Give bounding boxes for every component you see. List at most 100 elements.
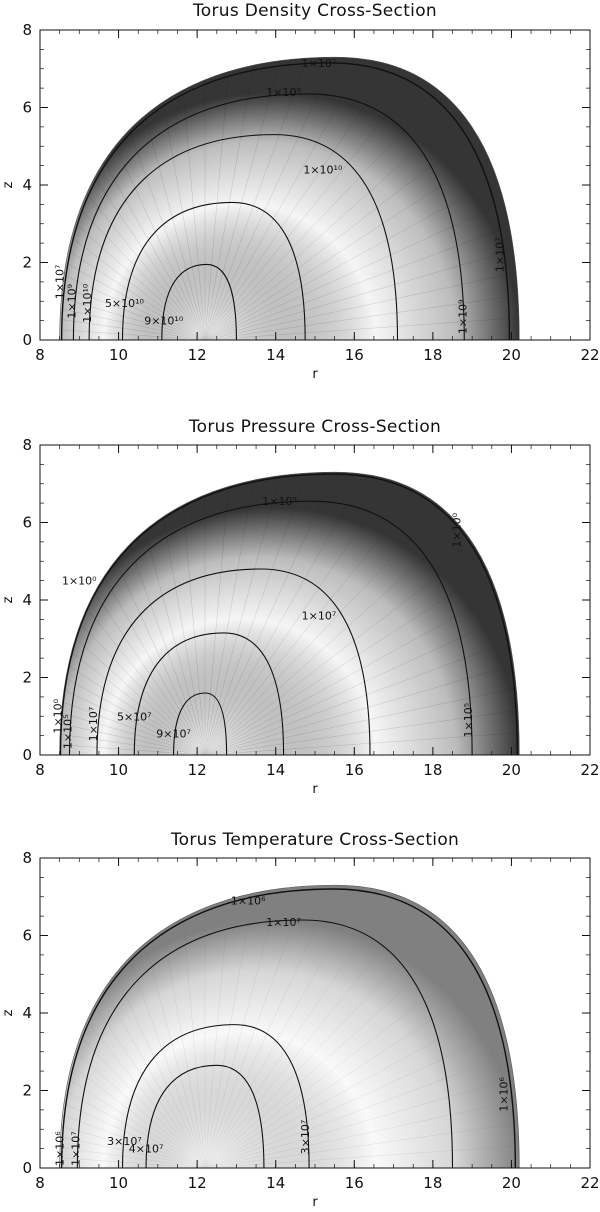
x-tick-label: 10 xyxy=(109,346,128,364)
x-axis-label: r xyxy=(312,367,318,382)
y-tick-label: 8 xyxy=(22,436,32,454)
shading-lines xyxy=(59,472,520,755)
contour-label: 3×10⁷ xyxy=(299,1120,312,1155)
y-tick-label: 0 xyxy=(22,1159,32,1177)
contour-label: 1×10⁵ xyxy=(262,495,297,508)
contour-line xyxy=(96,568,371,756)
chart-panel-2: Torus Temperature Cross-Section1×10⁶1×10… xyxy=(1,830,600,1210)
y-tick-label: 2 xyxy=(22,1082,32,1100)
contour-label: 5×10⁷ xyxy=(117,710,152,723)
y-tick-label: 4 xyxy=(22,176,32,194)
x-tick-label: 10 xyxy=(109,761,128,779)
x-tick-label: 14 xyxy=(266,346,285,364)
x-tick-label: 14 xyxy=(266,1174,285,1192)
x-tick-label: 18 xyxy=(423,761,442,779)
y-tick-label: 4 xyxy=(22,591,32,609)
contour-label: 1×10⁰ xyxy=(52,698,65,733)
contour-label: 9×10¹⁰ xyxy=(144,315,184,328)
x-tick-label: 12 xyxy=(188,346,207,364)
contour-label: 1×10⁷ xyxy=(87,707,100,742)
chart-panel-1: Torus Pressure Cross-Section1×10⁰1×10⁵1×… xyxy=(1,417,600,797)
contour-line xyxy=(133,632,285,756)
x-tick-label: 18 xyxy=(423,346,442,364)
torus-shaded-region xyxy=(59,56,520,341)
y-axis-label: z xyxy=(1,1009,16,1016)
y-tick-label: 0 xyxy=(22,331,32,349)
contour-label: 1×10⁷ xyxy=(494,237,507,272)
contour-label: 1×10⁷ xyxy=(266,916,301,929)
contour-label: 9×10⁷ xyxy=(156,728,191,741)
x-tick-label: 8 xyxy=(35,346,45,364)
x-tick-label: 18 xyxy=(423,1174,442,1192)
contour-label: 1×10⁶ xyxy=(54,1131,67,1166)
contour-line xyxy=(68,500,473,756)
contour-label: 1×10⁵ xyxy=(462,703,475,738)
contour-line xyxy=(59,473,519,756)
contour-line xyxy=(60,62,511,341)
contour-line xyxy=(173,692,228,756)
chart-title: Torus Temperature Cross-Section xyxy=(170,830,459,850)
x-tick-label: 20 xyxy=(502,346,521,364)
y-axis-label: z xyxy=(1,181,16,188)
contour-line xyxy=(145,1064,265,1169)
contour-label: 1×10⁷ xyxy=(54,265,67,300)
shading-lines xyxy=(59,885,520,1168)
x-tick-label: 16 xyxy=(345,346,364,364)
x-tick-label: 12 xyxy=(188,761,207,779)
y-axis-label: z xyxy=(1,596,16,603)
contour-label: 3×10⁷ xyxy=(107,1135,142,1148)
x-tick-label: 10 xyxy=(109,1174,128,1192)
torus-shaded-region xyxy=(59,471,520,756)
contour-label: 1×10⁰ xyxy=(450,512,463,547)
contour-label: 1×10⁹ xyxy=(456,299,469,334)
y-tick-label: 8 xyxy=(22,849,32,867)
x-axis-label: r xyxy=(312,782,318,797)
contour-line xyxy=(161,263,237,341)
x-tick-label: 16 xyxy=(345,1174,364,1192)
contour-line xyxy=(121,1024,310,1169)
contour-label: 1×10⁹ xyxy=(65,284,78,319)
y-tick-label: 6 xyxy=(22,99,32,117)
x-tick-label: 14 xyxy=(266,761,285,779)
x-tick-label: 8 xyxy=(35,761,45,779)
chart-title: Torus Pressure Cross-Section xyxy=(188,417,441,437)
contour-label: 1×10⁵ xyxy=(61,714,74,749)
contour-line xyxy=(60,888,517,1169)
contour-label: 1×10¹⁰ xyxy=(303,164,343,177)
contour-label: 1×10⁷ xyxy=(302,57,337,70)
contour-label: 4×10⁷ xyxy=(129,1143,164,1156)
y-tick-label: 4 xyxy=(22,1004,32,1022)
x-tick-label: 22 xyxy=(580,346,599,364)
y-tick-label: 6 xyxy=(22,514,32,532)
contour-line xyxy=(76,919,454,1169)
contour-line xyxy=(88,134,399,341)
contour-label: 1×10¹⁰ xyxy=(81,283,94,323)
torus-shaded-region xyxy=(59,884,520,1169)
contour-line xyxy=(121,201,306,341)
contour-label: 1×10⁶ xyxy=(498,1076,511,1111)
y-tick-label: 2 xyxy=(22,254,32,272)
contour-label: 1×10⁷ xyxy=(69,1131,82,1166)
x-tick-label: 20 xyxy=(502,1174,521,1192)
x-tick-label: 22 xyxy=(580,1174,599,1192)
contour-label: 1×10⁰ xyxy=(62,575,97,588)
y-tick-label: 6 xyxy=(22,927,32,945)
y-tick-label: 8 xyxy=(22,21,32,39)
contour-label: 5×10¹⁰ xyxy=(105,297,145,310)
y-tick-label: 2 xyxy=(22,669,32,687)
y-tick-label: 0 xyxy=(22,746,32,764)
contour-label: 1×10⁷ xyxy=(302,610,337,623)
x-tick-label: 22 xyxy=(580,761,599,779)
x-axis-label: r xyxy=(312,1195,318,1210)
contour-label: 1×10⁹ xyxy=(266,86,301,99)
chart-panel-0: Torus Density Cross-Section1×10⁷1×10⁹1×1… xyxy=(1,1,600,382)
x-tick-label: 20 xyxy=(502,761,521,779)
chart-title: Torus Density Cross-Section xyxy=(192,1,437,21)
contour-line xyxy=(72,93,465,341)
x-tick-label: 16 xyxy=(345,761,364,779)
contour-label: 1×10⁶ xyxy=(231,895,266,908)
x-tick-label: 8 xyxy=(35,1174,45,1192)
x-tick-label: 12 xyxy=(188,1174,207,1192)
